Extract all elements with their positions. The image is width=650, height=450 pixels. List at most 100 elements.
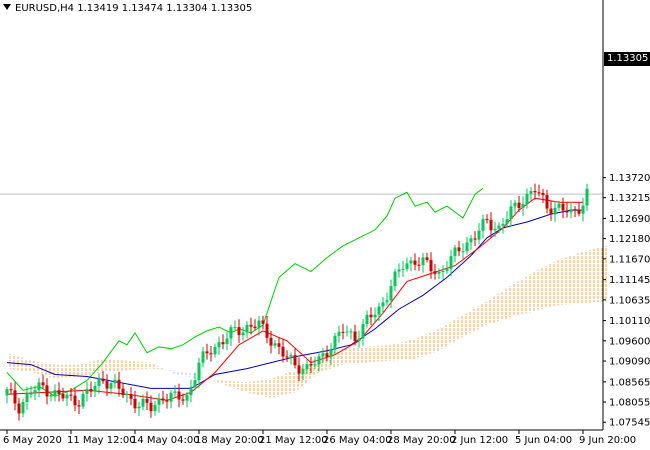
bull-candle-body xyxy=(289,355,293,357)
cloud-segment xyxy=(391,342,399,361)
cloud-segment xyxy=(495,290,503,323)
cloud-segment xyxy=(367,346,375,363)
bull-candle-body xyxy=(505,219,509,224)
bull-candle-body xyxy=(317,356,321,365)
bear-candle-body xyxy=(545,195,549,209)
bear-candle-body xyxy=(249,324,253,327)
cloud-segment xyxy=(375,345,383,362)
bear-candle-body xyxy=(293,355,297,366)
x-tick-label: 21 May 12:00 xyxy=(259,435,328,446)
bear-candle-body xyxy=(297,365,301,374)
bear-candle-body xyxy=(277,343,281,347)
bull-candle-body xyxy=(305,364,309,370)
bull-candle-body xyxy=(509,206,513,220)
cloud-segment xyxy=(95,358,103,374)
bear-candle-body xyxy=(309,364,313,366)
bear-candle-body xyxy=(549,208,553,215)
y-tick-label: 1.12180 xyxy=(609,234,650,245)
bull-candle-body xyxy=(469,238,473,243)
bull-candle-body xyxy=(5,389,9,396)
bear-candle-body xyxy=(145,398,149,403)
x-tick-label: 14 May 04:00 xyxy=(131,435,200,446)
bear-candle-body xyxy=(181,399,185,401)
cloud-segment xyxy=(519,276,527,316)
x-tick-label: 5 Jun 04:00 xyxy=(515,435,572,446)
bear-candle-body xyxy=(457,247,461,252)
bull-candle-body xyxy=(225,338,229,345)
cloud-segment xyxy=(207,377,215,382)
bull-candle-body xyxy=(201,351,205,363)
high-value: 1.13474 xyxy=(121,3,164,14)
bear-candle-body xyxy=(129,394,133,399)
cloud-segment xyxy=(415,335,423,359)
x-tick-label: 18 May 20:00 xyxy=(195,435,264,446)
bull-candle-body xyxy=(449,256,453,269)
bear-candle-body xyxy=(149,402,153,412)
cloud-segment xyxy=(551,259,559,308)
bear-candle-body xyxy=(281,346,285,357)
bull-candle-body xyxy=(25,393,29,403)
bull-candle-body xyxy=(377,306,381,315)
bear-candle-body xyxy=(433,271,437,274)
cloud-segment xyxy=(119,359,127,372)
bull-candle-body xyxy=(437,271,441,274)
y-tick-label: 1.13215 xyxy=(609,193,650,204)
cloud-segment xyxy=(503,285,511,320)
bear-candle-body xyxy=(57,390,61,395)
cloud-segment xyxy=(559,256,567,306)
bear-candle-body xyxy=(237,327,241,336)
cloud-segment xyxy=(575,251,583,304)
bull-candle-body xyxy=(137,406,141,409)
bear-candle-body xyxy=(209,353,213,355)
bear-candle-body xyxy=(325,353,329,357)
bull-candle-body xyxy=(361,324,365,339)
bull-candle-body xyxy=(393,271,397,287)
bull-candle-body xyxy=(333,335,337,350)
bull-candle-body xyxy=(441,271,445,273)
bull-candle-body xyxy=(585,188,589,206)
bull-candle-body xyxy=(65,394,69,399)
bear-candle-body xyxy=(541,193,545,196)
bear-candle-body xyxy=(261,320,265,324)
cloud-segment xyxy=(359,346,367,364)
triangle-down-icon[interactable] xyxy=(3,4,11,10)
cloud-segment xyxy=(215,379,223,385)
bull-candle-body xyxy=(157,398,161,405)
bull-candle-body xyxy=(93,385,97,392)
bear-candle-body xyxy=(61,394,65,399)
bull-candle-body xyxy=(245,324,249,333)
bull-candle-body xyxy=(461,251,465,253)
low-value: 1.13304 xyxy=(166,3,208,14)
bull-candle-body xyxy=(21,402,25,414)
bull-candle-body xyxy=(553,207,557,215)
bear-candle-body xyxy=(45,385,49,397)
bull-candle-body xyxy=(529,191,533,194)
cloud-segment xyxy=(471,305,479,333)
bear-candle-body xyxy=(565,210,569,213)
bull-candle-body xyxy=(365,314,369,325)
cloud-segment xyxy=(567,254,575,305)
bull-candle-body xyxy=(321,353,325,357)
cloud-segment xyxy=(71,364,79,378)
y-tick-label: 1.09600 xyxy=(609,336,650,347)
bear-candle-body xyxy=(101,378,105,382)
bull-candle-body xyxy=(329,349,333,357)
bear-candle-body xyxy=(89,389,93,392)
cloud-segment xyxy=(263,378,271,399)
cloud-segment xyxy=(127,360,135,371)
bull-candle-body xyxy=(493,228,497,231)
cloud-segment xyxy=(535,267,543,312)
close-value: 1.13305 xyxy=(210,3,253,14)
bear-candle-body xyxy=(573,209,577,211)
cloud-segment xyxy=(455,315,463,342)
bear-candle-body xyxy=(13,390,17,404)
bull-candle-body xyxy=(169,392,173,402)
y-tick-label: 1.11145 xyxy=(609,275,650,286)
cloud-segment xyxy=(87,360,95,376)
cloud-segment xyxy=(431,328,439,354)
bear-candle-body xyxy=(369,314,373,318)
